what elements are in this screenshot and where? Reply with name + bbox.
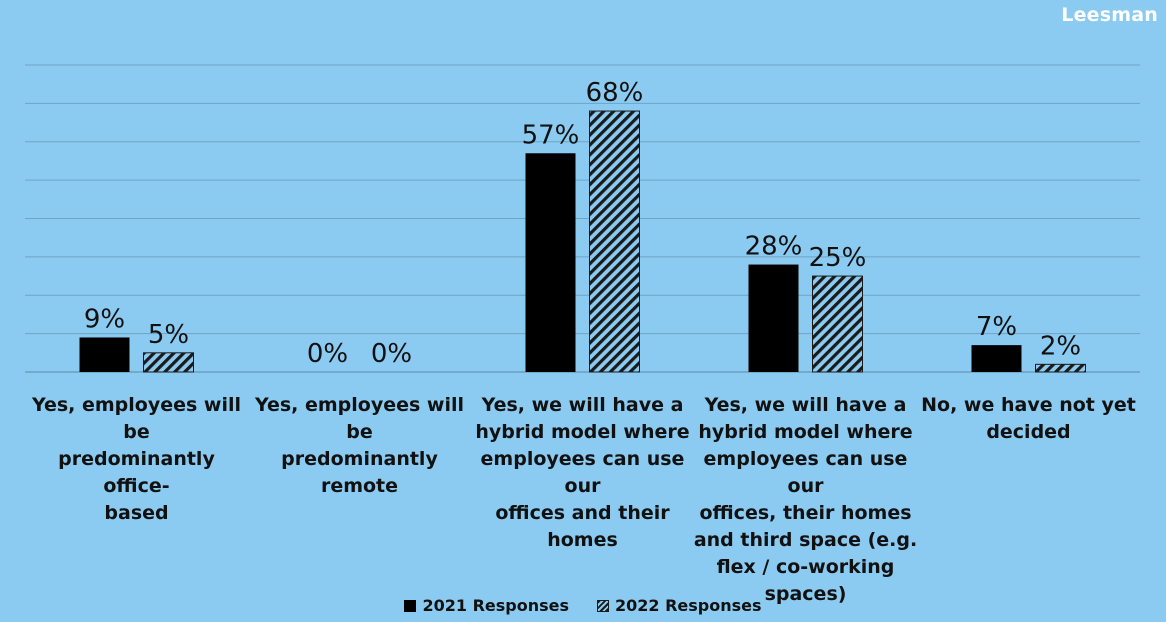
category-label-line: hybrid model where <box>475 421 690 443</box>
legend-item-2021: 2021 Responses <box>404 596 569 615</box>
category-label-line: Yes, employees will be <box>31 394 242 443</box>
value-label-2021-cat-5: 7% <box>976 312 1017 342</box>
brand-logo: Leesman <box>1061 4 1158 26</box>
value-label-2022-cat-1: 5% <box>148 320 189 350</box>
category-label-line: employees can use our <box>703 448 908 497</box>
category-label-line: decided <box>986 421 1071 443</box>
category-label-line: and third space (e.g. <box>693 529 918 551</box>
legend-item-2022: 2022 Responses <box>597 596 762 615</box>
bar-2022-cat-3 <box>589 110 640 373</box>
category-label-line: Yes, we will have a <box>704 394 907 416</box>
category-label-line: hybrid model where <box>698 421 913 443</box>
category-label-line: homes <box>547 529 618 551</box>
value-label-2022-cat-3: 68% <box>586 78 644 108</box>
value-labels: 9% 5% 0% 0% 57%68% 28% 25% 7% 2% <box>84 78 1081 369</box>
value-label-2021-cat-3: 57% <box>522 120 580 150</box>
bar-2022-cat-1 <box>143 352 194 373</box>
gridlines <box>25 64 1140 373</box>
legend: 2021 Responses 2022 Responses <box>0 596 1166 615</box>
legend-label-2021: 2021 Responses <box>422 596 569 615</box>
category-label-line: employees can use our <box>480 448 685 497</box>
category-label-line: No, we have not yet <box>921 394 1136 416</box>
category-label-line: offices, their homes <box>699 502 912 524</box>
category-label-1: Yes, employees will be predominantly offi… <box>25 392 249 527</box>
bar-2022-cat-5 <box>1035 363 1086 373</box>
category-label-3: Yes, we will have a hybrid model where emp… <box>471 392 695 554</box>
category-label-line: predominantly office- <box>58 448 215 497</box>
category-label-4: Yes, we will have a hybrid model where emp… <box>694 392 918 608</box>
value-label-2021-cat-4: 28% <box>745 232 803 262</box>
value-label-2022-cat-5: 2% <box>1040 331 1081 361</box>
legend-label-2022: 2022 Responses <box>615 596 762 615</box>
bar-2021-cat-5 <box>971 345 1022 372</box>
category-label-line: based <box>104 502 169 524</box>
bar-2022-cat-4 <box>812 275 863 373</box>
legend-swatch-2022 <box>597 599 609 612</box>
category-label-line: Yes, we will have a <box>481 394 684 416</box>
bar-2021-cat-4 <box>748 264 799 372</box>
value-label-2022-cat-2: 0% <box>371 339 412 369</box>
category-label-line: spaces) <box>764 583 847 605</box>
legend-swatch-2021 <box>404 599 417 612</box>
category-label-2: Yes, employees will be predominantly remo… <box>248 392 472 500</box>
category-label-line: Yes, employees will be <box>254 394 465 443</box>
category-label-line: flex / co-working <box>716 556 895 578</box>
bar-2021-cat-1 <box>79 337 130 372</box>
bars <box>79 110 1086 373</box>
category-label-5: No, we have not yet decided <box>917 392 1141 446</box>
category-label-line: predominantly remote <box>281 448 438 497</box>
bar-2021-cat-3 <box>525 153 576 372</box>
value-label-2021-cat-2: 0% <box>307 339 348 369</box>
category-label-line: offices and their <box>495 502 670 524</box>
value-label-2021-cat-1: 9% <box>84 304 125 334</box>
value-label-2022-cat-4: 25% <box>809 243 867 273</box>
